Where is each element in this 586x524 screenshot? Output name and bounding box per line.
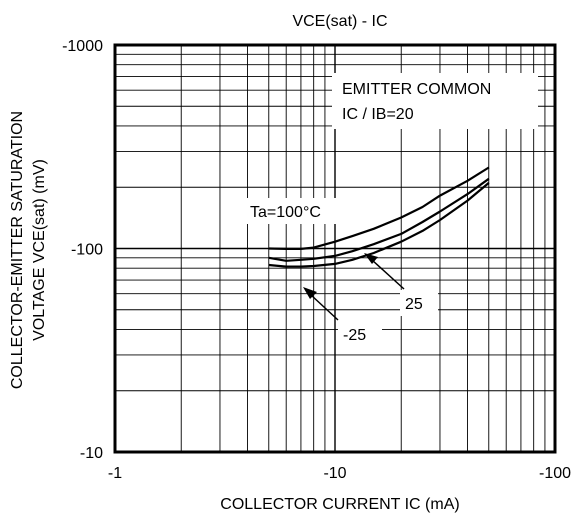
- series-label-m25: -25: [343, 327, 366, 344]
- label-25-arrowhead: [364, 253, 378, 264]
- y-tick-label: -1000: [62, 38, 103, 55]
- label-25-leader: [371, 259, 405, 290]
- chart-title: VCE(sat) - IC: [292, 13, 387, 30]
- series-label-100: Ta=100°C: [250, 204, 321, 221]
- y-tick-label: -10: [80, 445, 103, 462]
- y-axis-title-line2: VOLTAGE VCE(sat) (mV): [31, 159, 48, 341]
- y-tick-label: -100: [71, 242, 103, 259]
- label-m25-arrowhead: [303, 287, 317, 299]
- label-25-bg: [400, 290, 438, 316]
- y-axis-title-line1: COLLECTOR-EMITTER SATURATION: [9, 111, 26, 389]
- label-m25-bg: [338, 320, 382, 346]
- x-tick-label: -1: [108, 465, 122, 482]
- series-layer: [268, 166, 490, 268]
- conditions-line2: IC / IB=20: [342, 106, 414, 123]
- series-line: [268, 182, 490, 268]
- conditions-box: [332, 73, 538, 129]
- label-100-bg: [244, 198, 352, 224]
- label-m25-leader: [310, 294, 339, 321]
- x-axis-title: COLLECTOR CURRENT IC (mA): [220, 496, 459, 513]
- tick-label-layer: -1 -10 -100 -10 -100 -1000: [62, 38, 571, 482]
- conditions-line1: EMITTER COMMON: [342, 81, 491, 98]
- x-tick-label: -10: [323, 465, 346, 482]
- series-line: [268, 166, 490, 250]
- series-line: [268, 177, 490, 262]
- plot-frame: [113, 43, 557, 454]
- series-label-25: 25: [405, 296, 423, 313]
- x-tick-label: -100: [539, 465, 571, 482]
